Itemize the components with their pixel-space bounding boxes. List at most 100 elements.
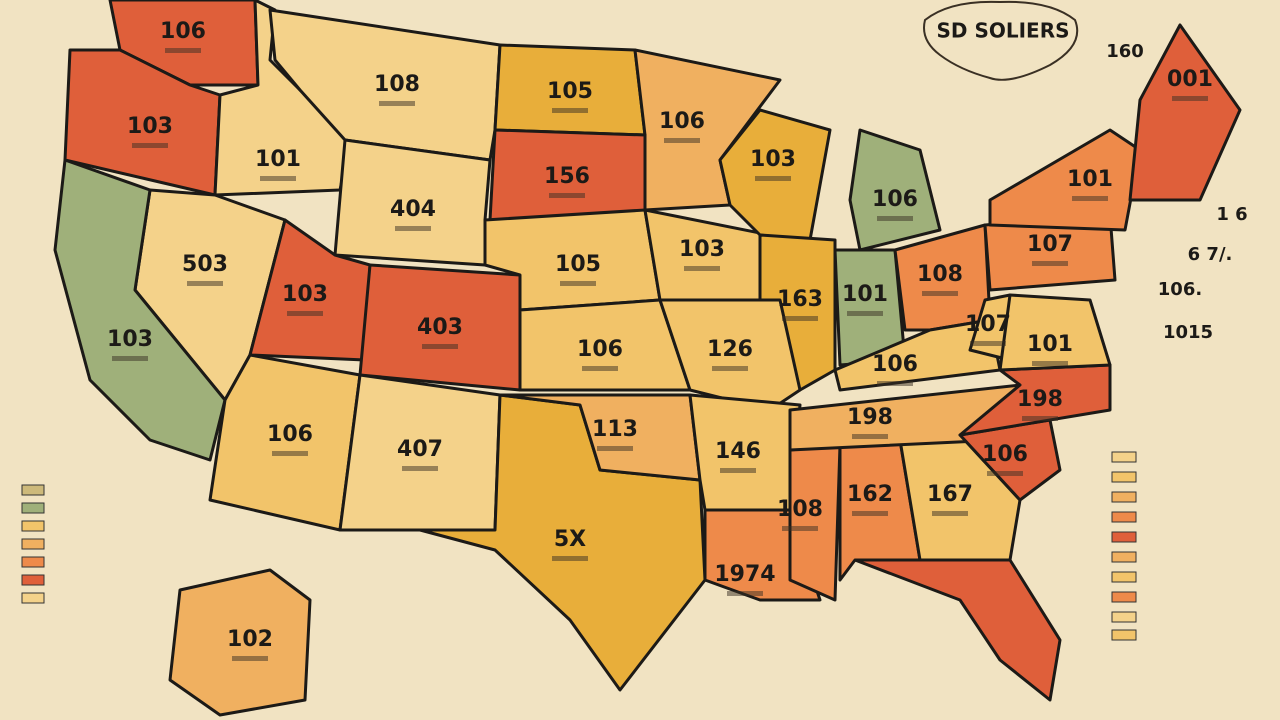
state-caption <box>260 176 296 181</box>
state-caption <box>552 556 588 561</box>
state-label: 106 <box>872 352 918 377</box>
state-label: 106 <box>982 442 1028 467</box>
regions <box>53 0 1242 717</box>
annotation: 6 7/. <box>1188 244 1233 265</box>
state-caption <box>877 381 913 386</box>
state-caption <box>922 291 958 296</box>
state-label: 167 <box>927 482 973 507</box>
state-caption <box>847 311 883 316</box>
state-caption <box>112 356 148 361</box>
state-label: 101 <box>1067 167 1113 192</box>
state-caption <box>422 344 458 349</box>
state-caption <box>932 511 968 516</box>
state-caption <box>1172 96 1208 101</box>
annotation: 1 6 <box>1216 204 1247 225</box>
state-caption <box>272 451 308 456</box>
state-label: 108 <box>374 72 420 97</box>
state-caption <box>970 341 1006 346</box>
state-label: 1974 <box>714 562 775 587</box>
state-caption <box>755 176 791 181</box>
state-label: 198 <box>847 405 893 430</box>
legend-left <box>21 484 45 604</box>
state-caption <box>684 266 720 271</box>
state-label: 103 <box>107 327 153 352</box>
legend-right <box>1111 451 1137 641</box>
state-label: 403 <box>417 315 463 340</box>
state-caption <box>379 101 415 106</box>
state-label: 156 <box>544 164 590 189</box>
state-label: 105 <box>555 252 601 277</box>
state-caption <box>877 216 913 221</box>
state-caption <box>712 366 748 371</box>
state-caption <box>987 471 1023 476</box>
annotation: 160 <box>1106 41 1144 62</box>
state-label: 108 <box>777 497 823 522</box>
annotation: 106. <box>1158 279 1202 300</box>
state-label: 102 <box>227 627 273 652</box>
state-label: 103 <box>282 282 328 307</box>
state-label: 404 <box>390 197 436 222</box>
state-label: 106 <box>267 422 313 447</box>
state-caption <box>720 468 756 473</box>
state <box>1128 23 1242 202</box>
state-caption <box>232 656 268 661</box>
state-label: 103 <box>679 237 725 262</box>
state-label: 198 <box>1017 387 1063 412</box>
state-label: 106 <box>160 19 206 44</box>
state <box>658 298 802 412</box>
state-caption <box>165 48 201 53</box>
state-label: 103 <box>127 114 173 139</box>
map-title: SD SOLIERS <box>936 19 1069 43</box>
state-caption <box>187 281 223 286</box>
state-caption <box>852 511 888 516</box>
state-caption <box>287 311 323 316</box>
state-label: 113 <box>592 417 638 442</box>
state <box>53 158 227 462</box>
state-label: 106 <box>577 337 623 362</box>
state-label: 126 <box>707 337 753 362</box>
state-label: 503 <box>182 252 228 277</box>
state-caption <box>852 434 888 439</box>
state-label: 146 <box>715 439 761 464</box>
state <box>208 353 362 532</box>
state-caption <box>727 591 763 596</box>
state-caption <box>664 138 700 143</box>
state-label: 163 <box>777 287 823 312</box>
state-caption <box>402 466 438 471</box>
state <box>168 568 312 717</box>
state-caption <box>395 226 431 231</box>
state-label: 101 <box>255 147 301 172</box>
state-caption <box>132 143 168 148</box>
state-label: 5X <box>554 527 586 552</box>
state-label: 101 <box>842 282 888 307</box>
state-caption <box>560 281 596 286</box>
state-label: 106 <box>872 187 918 212</box>
state-caption <box>1032 361 1068 366</box>
state-caption <box>1072 196 1108 201</box>
state-label: 107 <box>965 312 1011 337</box>
state-label: 105 <box>547 79 593 104</box>
state-label: 107 <box>1027 232 1073 257</box>
state-caption <box>1032 261 1068 266</box>
annotation: 1015 <box>1163 322 1213 343</box>
state <box>788 443 842 602</box>
state-caption <box>597 446 633 451</box>
state-caption <box>549 193 585 198</box>
title-cartouche <box>923 0 1079 81</box>
state-caption <box>552 108 588 113</box>
state-caption <box>782 526 818 531</box>
state-caption <box>582 366 618 371</box>
state-label: 162 <box>847 482 893 507</box>
state-label: 108 <box>917 262 963 287</box>
state-caption <box>782 316 818 321</box>
state-label: 103 <box>750 147 796 172</box>
state-label: 106 <box>659 109 705 134</box>
state <box>848 128 942 252</box>
state <box>988 128 1142 232</box>
florida <box>853 558 1062 702</box>
state-label: 101 <box>1027 332 1073 357</box>
state-label: 001 <box>1167 67 1213 92</box>
state <box>108 0 260 87</box>
